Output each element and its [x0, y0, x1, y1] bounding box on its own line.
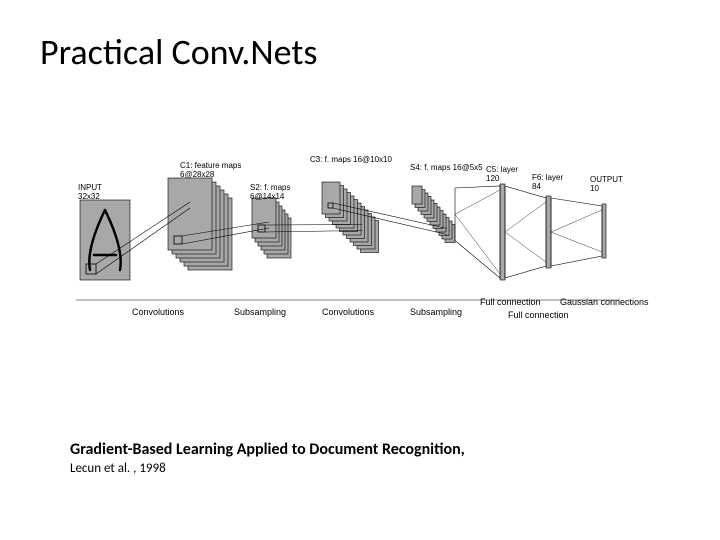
layer-c1	[168, 178, 232, 270]
op-label-3: Subsampling	[410, 307, 462, 317]
op-label-2: Convolutions	[322, 307, 375, 317]
label-c3: C3: f. maps 16@10x10	[310, 155, 392, 164]
label-f6: F6: layer	[532, 173, 563, 182]
op-label-0: Convolutions	[132, 307, 185, 317]
citation: Gradient-Based Learning Applied to Docum…	[70, 440, 465, 476]
layer-f6	[546, 196, 551, 268]
svg-text:6@28x28: 6@28x28	[180, 170, 215, 179]
label-out: OUTPUT	[590, 175, 623, 184]
layer-c5	[500, 184, 505, 280]
svg-text:120: 120	[486, 174, 500, 183]
svg-text:32x32: 32x32	[78, 192, 100, 201]
layer-c3	[322, 182, 379, 253]
op-label-6: Gaussian connections	[560, 297, 649, 307]
citation-byline: Lecun et al. , 1998	[70, 461, 465, 476]
label-s2: S2: f. maps	[250, 183, 290, 192]
op-label-5: Full connection	[508, 310, 569, 320]
lenet-diagram: INPUT32x32 C1: feature maps6@28x28 S2: f. …	[60, 150, 660, 350]
citation-title: Gradient-Based Learning Applied to Docum…	[70, 440, 465, 459]
label-c1: C1: feature maps	[180, 161, 241, 170]
slide-title: Practical Conv.Nets	[40, 30, 318, 74]
op-label-4: Full connection	[480, 297, 541, 307]
svg-text:10: 10	[590, 184, 599, 193]
layer-out	[602, 204, 606, 258]
diagram-svg: INPUT32x32 C1: feature maps6@28x28 S2: f. …	[60, 150, 660, 350]
op-label-1: Subsampling	[234, 307, 286, 317]
label-c5: C5: layer	[486, 165, 518, 174]
svg-text:6@14x14: 6@14x14	[250, 192, 285, 201]
slide: Practical Conv.Nets INPUT32x32 C1: featur…	[0, 0, 720, 540]
svg-text:84: 84	[532, 182, 541, 191]
label-s4: S4: f. maps 16@5x5	[410, 163, 483, 172]
label-input: INPUT	[78, 183, 102, 192]
layer-s4	[412, 186, 455, 243]
